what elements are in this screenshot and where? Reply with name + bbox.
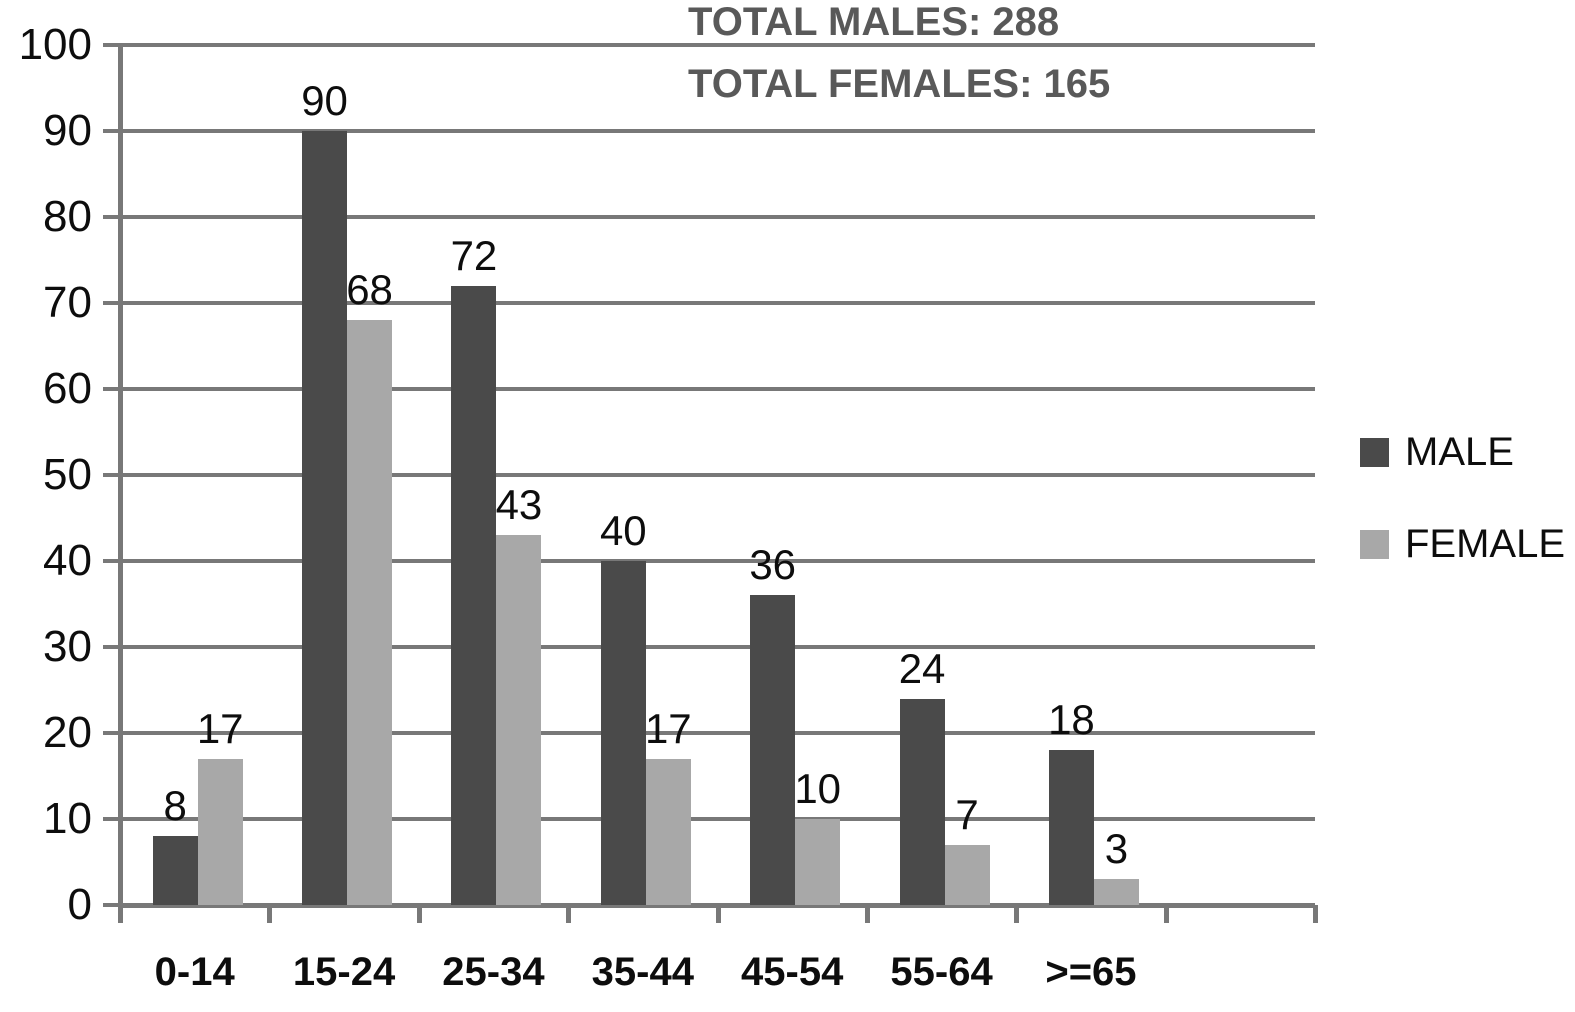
- y-axis-label: 40: [43, 536, 92, 585]
- gridline-10: [120, 817, 1315, 821]
- y-axis-label: 100: [18, 20, 92, 69]
- female-bar: [1093, 879, 1139, 905]
- y-axis-label: 80: [43, 192, 92, 241]
- total-females-annotation: TOTAL FEMALES: 165: [688, 62, 1111, 106]
- y-axis-line: [118, 43, 123, 907]
- male-bar: [152, 836, 198, 905]
- female-value-label: 10: [794, 765, 842, 812]
- legend-item-male: MALE: [1360, 430, 1514, 474]
- male-bar: [600, 561, 646, 905]
- gridline-80: [120, 215, 1315, 219]
- y-axis-tick: [103, 387, 120, 391]
- y-axis-label: 20: [43, 708, 92, 757]
- x-axis-label: 0-14: [154, 950, 235, 994]
- legend-label: FEMALE: [1405, 521, 1566, 566]
- x-axis-label: 15-24: [292, 950, 396, 994]
- male-bar: [451, 285, 497, 905]
- y-axis-label: 50: [43, 450, 92, 499]
- y-axis-label: 10: [43, 794, 92, 843]
- x-axis-tick: [1014, 905, 1020, 923]
- y-axis-tick: [103, 129, 120, 133]
- y-axis-tick: [103, 473, 120, 477]
- male-bar: [1048, 750, 1094, 905]
- gridline-70: [120, 301, 1315, 305]
- gridline-90: [120, 129, 1315, 133]
- y-axis-tick: [103, 215, 120, 219]
- female-swatch-icon: [1360, 529, 1389, 559]
- y-axis-label: 90: [43, 106, 92, 155]
- legend-label: MALE: [1405, 429, 1514, 474]
- x-axis-tick: [267, 905, 273, 923]
- gridline-40: [120, 559, 1315, 563]
- male-value-label: 36: [749, 541, 797, 589]
- y-axis-label: 70: [43, 278, 92, 327]
- female-value-label: 7: [955, 790, 979, 838]
- female-value-label: 17: [196, 704, 244, 752]
- male-bar: [899, 698, 945, 905]
- y-axis-tick: [103, 817, 120, 821]
- x-axis-tick: [1163, 905, 1169, 923]
- x-axis-tick: [118, 905, 123, 923]
- female-bar: [197, 758, 243, 905]
- y-axis-tick: [103, 559, 120, 563]
- male-swatch-icon: [1360, 437, 1389, 467]
- y-axis-label: 0: [67, 880, 92, 929]
- x-axis-label: >=65: [1045, 950, 1137, 994]
- y-axis-tick: [103, 645, 120, 649]
- x-axis-tick: [566, 905, 572, 923]
- y-axis-label: 30: [43, 622, 92, 671]
- y-axis-label: 60: [43, 364, 92, 413]
- x-axis-tick: [864, 905, 870, 923]
- female-bar: [645, 758, 691, 905]
- x-axis-tick: [715, 905, 721, 923]
- y-axis-tick: [103, 301, 120, 305]
- female-value-label: 43: [495, 481, 543, 529]
- female-value-label: 3: [1104, 825, 1129, 873]
- male-bar: [302, 131, 348, 905]
- female-bar: [944, 844, 990, 905]
- y-axis-tick: [103, 903, 120, 907]
- legend-item-female: FEMALE: [1360, 522, 1565, 566]
- male-value-label: 90: [301, 77, 348, 124]
- x-axis-label: 55-64: [890, 950, 993, 994]
- x-axis-label: 35-44: [591, 950, 694, 994]
- x-axis-label: 25-34: [442, 950, 545, 994]
- gridline-100: [120, 43, 1315, 47]
- total-males-annotation: TOTAL MALES: 288: [688, 0, 1060, 44]
- female-value-label: 17: [644, 704, 692, 752]
- female-bar: [496, 535, 542, 905]
- gridline-50: [120, 473, 1315, 477]
- male-value-label: 40: [599, 507, 647, 554]
- male-value-label: 18: [1048, 696, 1095, 744]
- male-value-label: 24: [898, 644, 946, 692]
- x-axis-tick: [416, 905, 422, 923]
- gridline-30: [120, 645, 1315, 649]
- female-value-label: 68: [346, 266, 393, 314]
- gridline-60: [120, 387, 1315, 391]
- y-axis-tick: [103, 43, 120, 47]
- male-bar: [750, 595, 796, 905]
- gridline-20: [120, 731, 1315, 735]
- x-axis-label: 45-54: [741, 950, 844, 994]
- male-value-label: 8: [163, 782, 187, 830]
- y-axis-tick: [103, 731, 120, 735]
- x-axis-tick: [1313, 905, 1318, 923]
- male-value-label: 72: [450, 231, 498, 279]
- female-bar: [347, 320, 393, 905]
- female-bar: [795, 819, 841, 905]
